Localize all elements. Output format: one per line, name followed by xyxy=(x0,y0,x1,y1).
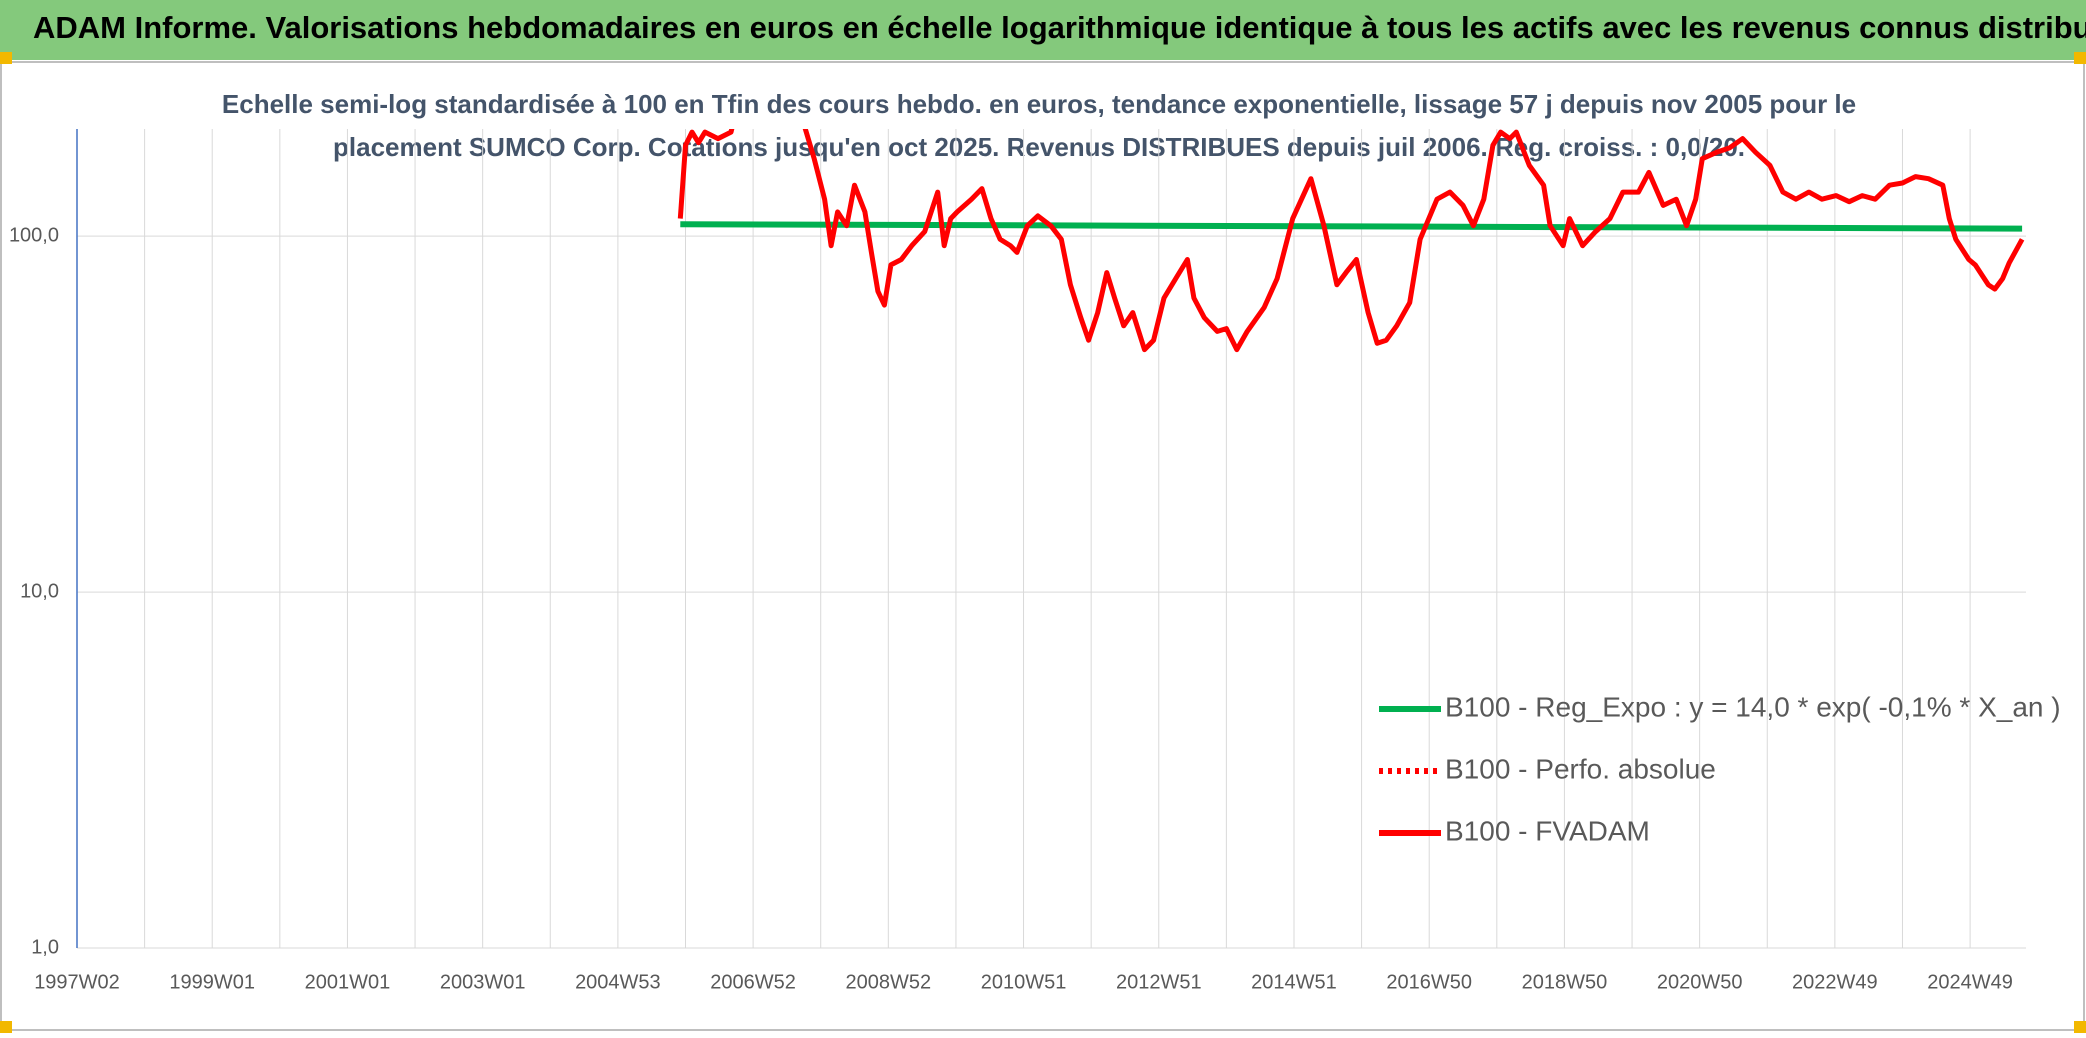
x-tick-label: 2006W52 xyxy=(710,971,796,993)
x-tick-label: 1997W02 xyxy=(34,971,120,993)
corner xyxy=(2074,1021,2086,1033)
series-line xyxy=(677,129,2025,353)
x-tick-label: 2010W51 xyxy=(981,971,1067,993)
chart-title: ADAM Informe. Valorisations hebdomadaire… xyxy=(33,10,2086,45)
x-tick-label: 1999W01 xyxy=(169,971,255,993)
x-tick-label: 2012W51 xyxy=(1116,971,1202,993)
y-tick-label: 1,0 xyxy=(31,936,59,958)
x-tick-label: 2022W49 xyxy=(1792,971,1878,993)
x-tick-label: 2008W52 xyxy=(846,971,932,993)
y-tick-label: 100,0 xyxy=(9,224,59,246)
frame xyxy=(0,61,2085,1031)
title-bar xyxy=(0,0,2086,60)
x-tick-label: 2020W50 xyxy=(1657,971,1743,993)
x-tick-label: 2001W01 xyxy=(305,971,391,993)
subtitle: placement SUMCO Corp. Cotations jusqu'en… xyxy=(333,132,1745,162)
corner xyxy=(0,1021,12,1033)
x-tick-label: 2003W01 xyxy=(440,971,526,993)
x-tick-label: 2016W50 xyxy=(1386,971,1472,993)
legend-label: B100 - Perfo. absolue xyxy=(1445,753,1716,784)
series-line xyxy=(680,221,2023,232)
subtitle: Echelle semi-log standardisée à 100 en T… xyxy=(222,89,1856,119)
x-tick-label: 2024W49 xyxy=(1927,971,2013,993)
x-tick-label: 2014W51 xyxy=(1251,971,1337,993)
legend-label: B100 - Reg_Expo : y = 14,0 * exp( -0,1% … xyxy=(1445,691,2061,722)
plot xyxy=(677,129,2025,353)
x-tick-label: 2004W53 xyxy=(575,971,661,993)
y-tick-label: 10,0 xyxy=(20,580,59,602)
corner xyxy=(2074,52,2086,64)
legend-label: B100 - FVADAM xyxy=(1445,815,1650,846)
x-tick-label: 2018W50 xyxy=(1522,971,1608,993)
corner xyxy=(0,52,12,64)
